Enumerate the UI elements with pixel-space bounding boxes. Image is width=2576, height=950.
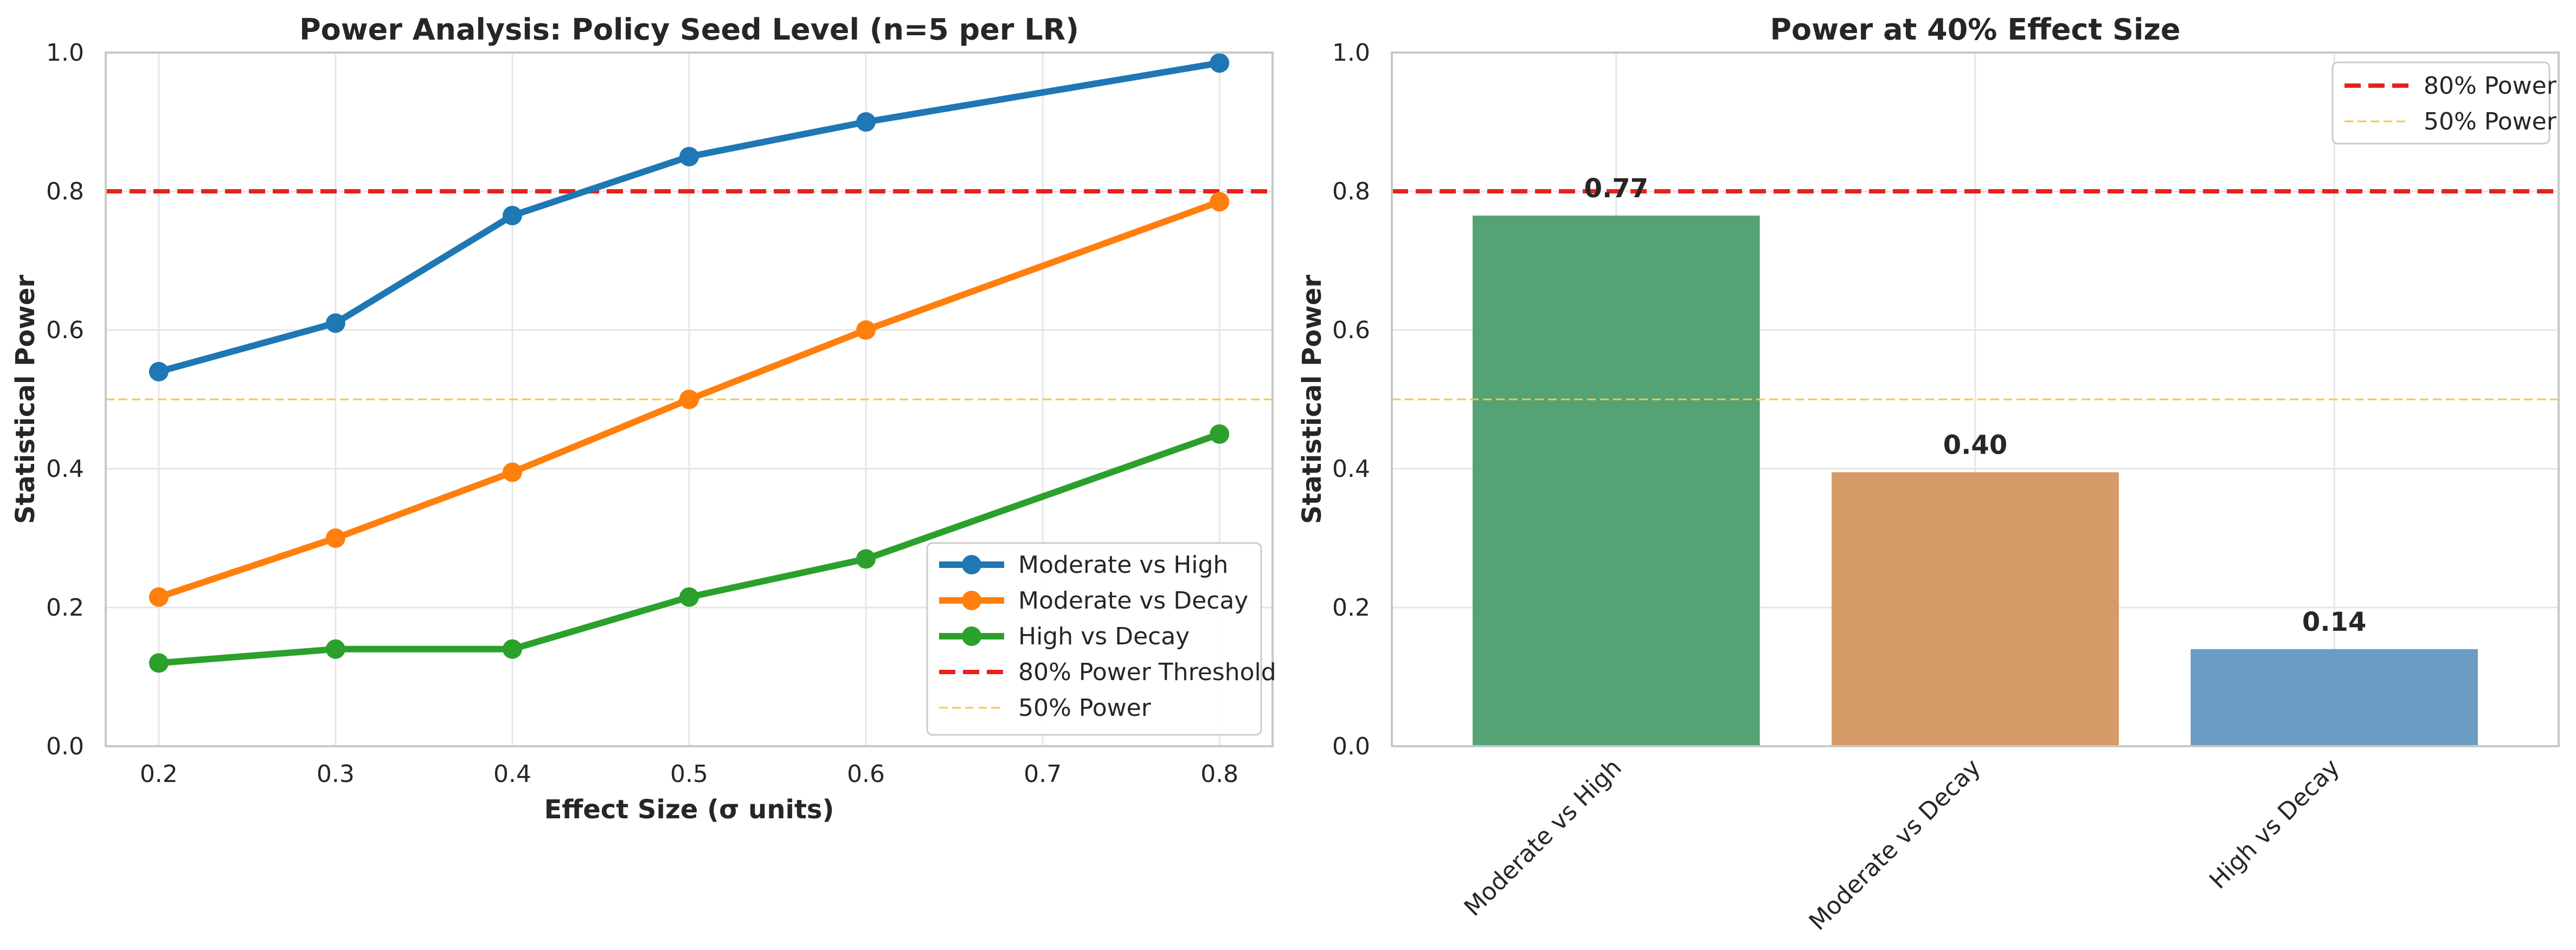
line-chart-data-point	[856, 112, 876, 132]
line-chart-legend: Moderate vs High Moderate vs Decay High vs…	[926, 542, 1276, 736]
line-chart-legend-label: Moderate vs Decay	[1018, 587, 1248, 615]
line-chart-data-point	[856, 549, 876, 569]
line-chart-data-point	[325, 639, 345, 659]
line-chart-data-point	[149, 653, 169, 673]
bar-chart-y-tick-label: 0.0	[1332, 733, 1370, 760]
line-chart-ticks: 0.2 0.3 0.4 0.5 0.6 0.7 0.8 0.0 0.2 0.4 0.6 0.8 1.0	[46, 39, 1238, 788]
bar-chart-bar	[1832, 472, 2119, 746]
bar-chart-value-label: 0.40	[1943, 430, 2007, 460]
line-chart-x-tick-label: 0.5	[670, 760, 708, 788]
bar-chart-bar	[2190, 649, 2478, 746]
line-chart-y-tick-label: 0.0	[46, 733, 84, 760]
line-chart-legend-box	[926, 542, 1262, 736]
line-chart-data-point	[502, 205, 522, 225]
line-chart-x-tick-label: 0.6	[847, 760, 885, 788]
line-chart-x-tick-label: 0.2	[140, 760, 178, 788]
line-chart-reference-lines	[106, 189, 1273, 400]
line-chart-data-point	[325, 313, 345, 333]
bar-chart-legend-label: 50% Power	[2424, 108, 2557, 135]
line-chart-series-line	[155, 431, 1223, 667]
line-chart-legend-marker	[962, 591, 981, 610]
bar-chart-reference-lines	[1392, 189, 2559, 400]
line-chart-data-point	[149, 587, 169, 607]
bar-chart-y-tick-label: 1.0	[1332, 39, 1370, 67]
line-chart-y-tick-label: 1.0	[46, 39, 84, 67]
bar-chart-plot-frame	[1391, 51, 2560, 747]
line-chart-x-tick-label: 0.7	[1024, 760, 1062, 788]
line-chart-data-point	[1210, 53, 1230, 73]
bar-chart-y-tick-label: 0.8	[1332, 178, 1370, 205]
line-chart-title: Power Analysis: Policy Seed Level (n=5 p…	[299, 12, 1079, 47]
bar-chart-value-label: 0.14	[2302, 607, 2366, 637]
line-chart-y-tick-label: 0.8	[46, 178, 84, 205]
bar-chart-legend-label: 80% Power	[2424, 72, 2557, 100]
line-chart-legend-marker	[962, 555, 981, 574]
bar-chart-y-tick-label: 0.6	[1332, 316, 1370, 344]
bar-chart-value-labels: 0.77 0.40 0.14	[1584, 173, 2367, 637]
line-chart-legend-label: Moderate vs High	[1018, 551, 1228, 579]
line-chart-series-line	[155, 60, 1223, 375]
line-chart-x-tick-label: 0.8	[1200, 760, 1238, 788]
line-chart-data-point	[502, 639, 522, 659]
line-chart-series	[149, 53, 1230, 673]
bar-chart-legend-box	[2331, 61, 2551, 145]
line-chart-y-axis-label: Statistical Power	[10, 275, 41, 524]
line-chart-legend-label: 50% Power	[1018, 694, 1152, 722]
line-chart-data-point	[502, 462, 522, 482]
line-chart-data-point	[679, 390, 699, 409]
bar-chart-y-axis-label: Statistical Power	[1297, 275, 1327, 524]
line-chart-data-point	[679, 587, 699, 607]
line-chart-legend-label: High vs Decay	[1018, 623, 1190, 650]
line-chart-x-axis-label: Effect Size (σ units)	[544, 794, 834, 825]
line-chart-data-point	[325, 528, 345, 548]
bar-chart-value-label: 0.77	[1584, 173, 1648, 204]
bar-chart-y-tick-label: 0.4	[1332, 455, 1370, 483]
line-chart-data-point	[149, 361, 169, 382]
bar-chart-y-tick-label: 0.2	[1332, 594, 1370, 622]
line-chart-legend-marker	[962, 626, 981, 646]
line-chart-data-point	[1210, 192, 1230, 212]
line-chart-plot-frame	[105, 51, 1274, 747]
line-chart-legend-label: 80% Power Threshold	[1018, 658, 1276, 686]
line-chart-y-tick-label: 0.2	[46, 594, 84, 622]
line-chart-data-point	[1210, 424, 1230, 444]
bar-chart-bars	[1472, 215, 2478, 746]
bar-chart-legend: 80% Power 50% Power	[2331, 61, 2557, 145]
bar-chart-title: Power at 40% Effect Size	[1770, 12, 2180, 47]
line-chart-data-point	[679, 147, 699, 166]
line-chart-series-line	[155, 198, 1223, 600]
line-chart-data-point	[856, 320, 876, 340]
bar-chart-bar	[1472, 215, 1760, 746]
line-chart-x-tick-label: 0.3	[317, 760, 355, 788]
line-chart-y-tick-label: 0.6	[46, 316, 84, 344]
line-chart-x-tick-label: 0.4	[493, 760, 531, 788]
line-chart-y-tick-label: 0.4	[46, 455, 84, 483]
